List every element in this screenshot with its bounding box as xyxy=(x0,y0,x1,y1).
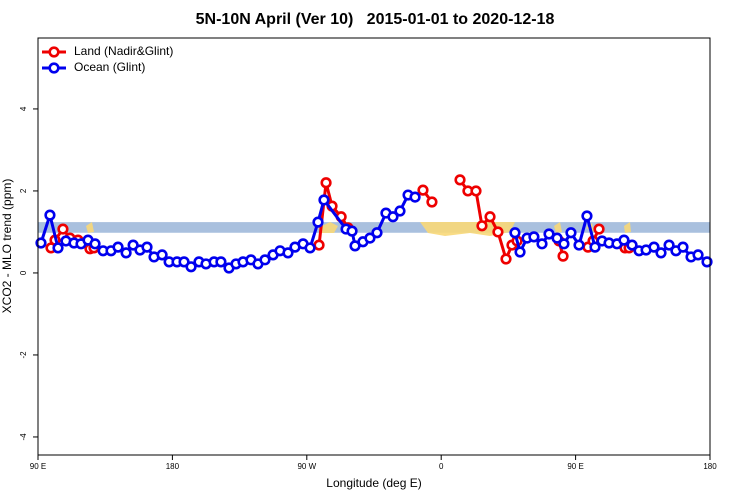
x-tick-label: 90 E xyxy=(567,462,583,471)
data-point xyxy=(701,256,713,268)
data-point xyxy=(492,226,504,238)
data-point xyxy=(394,205,406,217)
data-point xyxy=(89,238,101,250)
land-shape xyxy=(554,222,562,233)
band-layer xyxy=(38,222,710,233)
data-point xyxy=(313,239,325,251)
land-shape xyxy=(420,222,515,236)
data-point xyxy=(581,210,593,222)
y-tick-label: 2 xyxy=(19,188,28,193)
data-point xyxy=(371,227,383,239)
data-point xyxy=(346,225,358,237)
data-point xyxy=(57,223,69,235)
data-point xyxy=(593,223,605,235)
data-point xyxy=(618,234,630,246)
data-point xyxy=(509,227,521,239)
data-point xyxy=(551,232,563,244)
data-point xyxy=(558,238,570,250)
data-point xyxy=(557,250,569,262)
plot-frame xyxy=(37,37,711,456)
data-point xyxy=(484,211,496,223)
land-overlay xyxy=(86,222,631,236)
data-point xyxy=(215,256,227,268)
data-point xyxy=(528,231,540,243)
data-point xyxy=(35,237,47,249)
legend-label: Land (Nadir&Glint) xyxy=(74,44,173,58)
data-point xyxy=(112,241,124,253)
legend-marker xyxy=(48,46,60,58)
x-tick-label: 90 E xyxy=(30,462,46,471)
y-tick-label: -4 xyxy=(19,433,28,441)
data-point xyxy=(364,232,376,244)
x-tick-label: 0 xyxy=(439,462,444,471)
data-point xyxy=(259,254,271,266)
data-point xyxy=(655,247,667,259)
data-point xyxy=(387,211,399,223)
data-point xyxy=(677,241,689,253)
data-point xyxy=(156,249,168,261)
y-tick-label: 4 xyxy=(19,106,28,111)
data-point xyxy=(470,185,482,197)
chart-title: 5N-10N April (Ver 10) 2015-01-01 to 2020… xyxy=(196,11,555,28)
legend-label: Ocean (Glint) xyxy=(74,60,145,74)
data-point xyxy=(648,241,660,253)
data-point xyxy=(589,241,601,253)
data-point xyxy=(282,247,294,259)
data-point xyxy=(320,177,332,189)
data-point xyxy=(318,194,330,206)
x-axis-label: Longitude (deg E) xyxy=(326,476,421,490)
data-point xyxy=(500,253,512,265)
y-axis-label: XCO2 - MLO trend (ppm) xyxy=(0,179,14,314)
x-tick-label: 90 W xyxy=(297,462,316,471)
land-shape xyxy=(318,222,338,233)
land-shape xyxy=(624,222,631,233)
data-point xyxy=(409,191,421,203)
legend-marker xyxy=(48,62,60,74)
land-shape xyxy=(86,222,94,233)
x-tick-label: 180 xyxy=(703,462,717,471)
data-point xyxy=(536,238,548,250)
data-point xyxy=(454,174,466,186)
data-point xyxy=(178,256,190,268)
data-point xyxy=(417,184,429,196)
x-tick-label: 180 xyxy=(166,462,180,471)
data-point xyxy=(426,196,438,208)
data-point xyxy=(692,249,704,261)
data-point xyxy=(141,241,153,253)
data-point xyxy=(304,242,316,254)
y-tick-label: 0 xyxy=(19,270,28,275)
data-point xyxy=(44,209,56,221)
data-point xyxy=(573,239,585,251)
data-point xyxy=(626,239,638,251)
data-point xyxy=(52,242,64,254)
data-point xyxy=(565,227,577,239)
reference-band xyxy=(38,222,710,233)
data-point xyxy=(514,246,526,258)
y-tick-label: -2 xyxy=(19,351,28,359)
data-point xyxy=(312,216,324,228)
data-point xyxy=(120,247,132,259)
data-point xyxy=(663,239,675,251)
data-point xyxy=(476,220,488,232)
plot-layer xyxy=(35,174,713,274)
data-point xyxy=(185,261,197,273)
